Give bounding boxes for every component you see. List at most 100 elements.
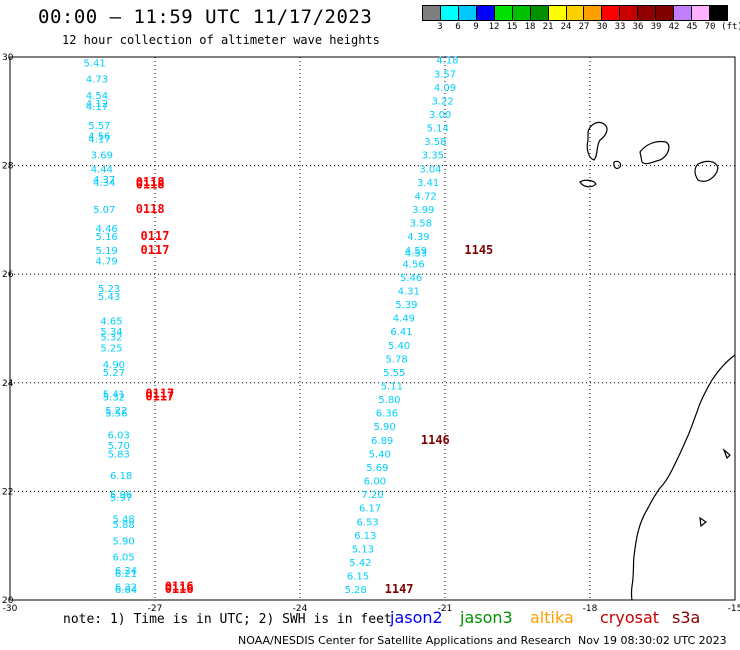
wave-height-label: 4.72	[415, 191, 437, 202]
wave-height-label: 5.39	[395, 300, 417, 311]
wave-height-label: 4.17	[86, 102, 108, 113]
wave-height-label: 4.49	[393, 314, 415, 325]
lat-tick-label: 22	[2, 487, 13, 497]
wave-height-label: 5.88	[112, 520, 134, 531]
wave-height-label: 4.39	[407, 232, 429, 243]
colorbar-swatch	[457, 5, 476, 21]
wave-height-label: 5.34	[100, 327, 122, 338]
lat-tick-label: 28	[2, 162, 14, 172]
colorbar-swatch	[511, 5, 530, 21]
wave-height-label: 5.11	[381, 382, 403, 393]
pass-time-label: 0118	[136, 175, 165, 189]
wave-height-label: 5.19	[96, 246, 118, 257]
wave-height-label: 4.56	[402, 259, 424, 270]
wave-height-label: 4.56	[88, 132, 110, 143]
wave-height-label: 5.69	[366, 463, 388, 474]
footnote: note: 1) Time is in UTC; 2) SWH is in fe…	[63, 612, 392, 627]
wave-height-label: 5.14	[427, 124, 449, 135]
colorbar-swatch	[673, 5, 692, 21]
colorbar-swatch	[619, 5, 638, 21]
colorbar-label: 15	[506, 22, 518, 32]
wave-height-label: 3.22	[431, 96, 453, 107]
wave-height-label: 6.21	[115, 569, 137, 580]
wave-height-label: 4.37	[93, 175, 115, 186]
legend-altika: altika	[530, 608, 574, 627]
pass-time-label: 0116	[165, 582, 194, 596]
coastline	[579, 121, 736, 601]
wave-height-label: 4.65	[100, 316, 122, 327]
wave-height-label: 5.07	[93, 205, 115, 216]
wave-height-label: 5.48	[112, 515, 134, 526]
wave-height-label: 6.89	[371, 436, 393, 447]
wave-height-label: 3.58	[424, 137, 446, 148]
colorbar-label: 39	[650, 22, 662, 32]
legend-jason3: jason3	[460, 608, 513, 627]
wave-height-label: 5.55	[383, 368, 405, 379]
colorbar-swatch	[655, 5, 674, 21]
wave-height-label: 5.13	[352, 544, 374, 555]
wave-height-label: 5.22	[105, 406, 127, 417]
canary-island-5	[579, 179, 597, 188]
wave-height-label: 5.83	[108, 449, 130, 460]
time-labels: 0118011801180117011701170117011601161145…	[136, 175, 494, 596]
canary-island-3	[694, 160, 719, 182]
wave-height-label: 5.27	[103, 368, 125, 379]
colorbar-label: 27	[578, 22, 590, 32]
wave-height-label: 3.69	[91, 151, 113, 162]
colorbar	[422, 5, 728, 21]
wave-height-label: 6.24	[115, 566, 137, 577]
wave-height-label: 5.41	[83, 58, 105, 69]
colorbar-swatch	[565, 5, 584, 21]
wave-height-label: 6.03	[108, 430, 130, 441]
colorbar-label: 12	[488, 22, 500, 32]
canary-island-1	[586, 121, 608, 161]
canary-island-4	[613, 160, 622, 169]
colorbar-swatch	[547, 5, 566, 21]
colorbar-swatch	[493, 5, 512, 21]
lat-tick-label: 24	[2, 379, 14, 389]
wave-height-label: 3.04	[419, 164, 441, 175]
track-jason: 5.414.734.544.124.175.574.564.173.694.44…	[83, 58, 137, 596]
wave-height-label: 3.57	[434, 69, 456, 80]
wave-height-label: 6.15	[347, 572, 369, 583]
wave-height-label: 4.79	[96, 257, 118, 268]
wave-height-label: 5.90	[373, 422, 395, 433]
colorbar-swatch	[422, 5, 440, 21]
pass-time-label: 1146	[421, 433, 450, 447]
colorbar-label: 42	[668, 22, 680, 32]
wave-height-label: 4.73	[86, 75, 108, 86]
colorbar-label: 21	[542, 22, 554, 32]
axis-tick-labels: -30 -27 -24 -21 -18 -15 20 22 24 26 28 30	[2, 53, 740, 614]
wave-height-label: 5.70	[108, 441, 130, 452]
legend-jason2: jason2	[390, 608, 443, 627]
wave-height-label: 5.40	[388, 341, 410, 352]
wave-height-label: 3.00	[429, 110, 451, 121]
lon-tick-label: -30	[3, 604, 18, 614]
lon-tick-label: -18	[583, 604, 598, 614]
wave-height-label: 4.54	[86, 91, 108, 102]
pass-time-label: 0117	[145, 387, 174, 401]
wave-height-label: 6.00	[364, 477, 386, 488]
pass-time-label: 0117	[141, 243, 170, 257]
colorbar-label: 6	[455, 22, 461, 32]
colorbar-swatch	[637, 5, 656, 21]
canary-island-2	[639, 140, 670, 165]
wave-height-label: 5.32	[103, 392, 125, 403]
pass-time-label: 0118	[136, 202, 165, 216]
wave-height-label: 4.53	[405, 248, 427, 259]
wave-height-label: 5.96	[110, 490, 132, 501]
wave-height-label: 5.43	[98, 292, 120, 303]
wave-height-label: 5.80	[378, 395, 400, 406]
track-cryosat: 4.18 3.57 4.09 3.22 3.00 5.14 3.58 3.35 3.04 3.41…	[344, 56, 458, 596]
lat-tick-label: 26	[2, 270, 14, 280]
coastal-mark	[722, 448, 731, 460]
wave-height-label: 4.59	[405, 246, 427, 257]
wave-height-label: 6.32	[115, 582, 137, 593]
colorbar-label: 33	[614, 22, 626, 32]
wave-height-label: 5.78	[386, 354, 408, 365]
colorbar-swatch	[475, 5, 494, 21]
wave-height-label: 5.90	[112, 536, 134, 547]
colorbar-label: 36	[632, 22, 644, 32]
timestamp: Nov 19 08:30:02 UTC 2023	[578, 634, 727, 647]
